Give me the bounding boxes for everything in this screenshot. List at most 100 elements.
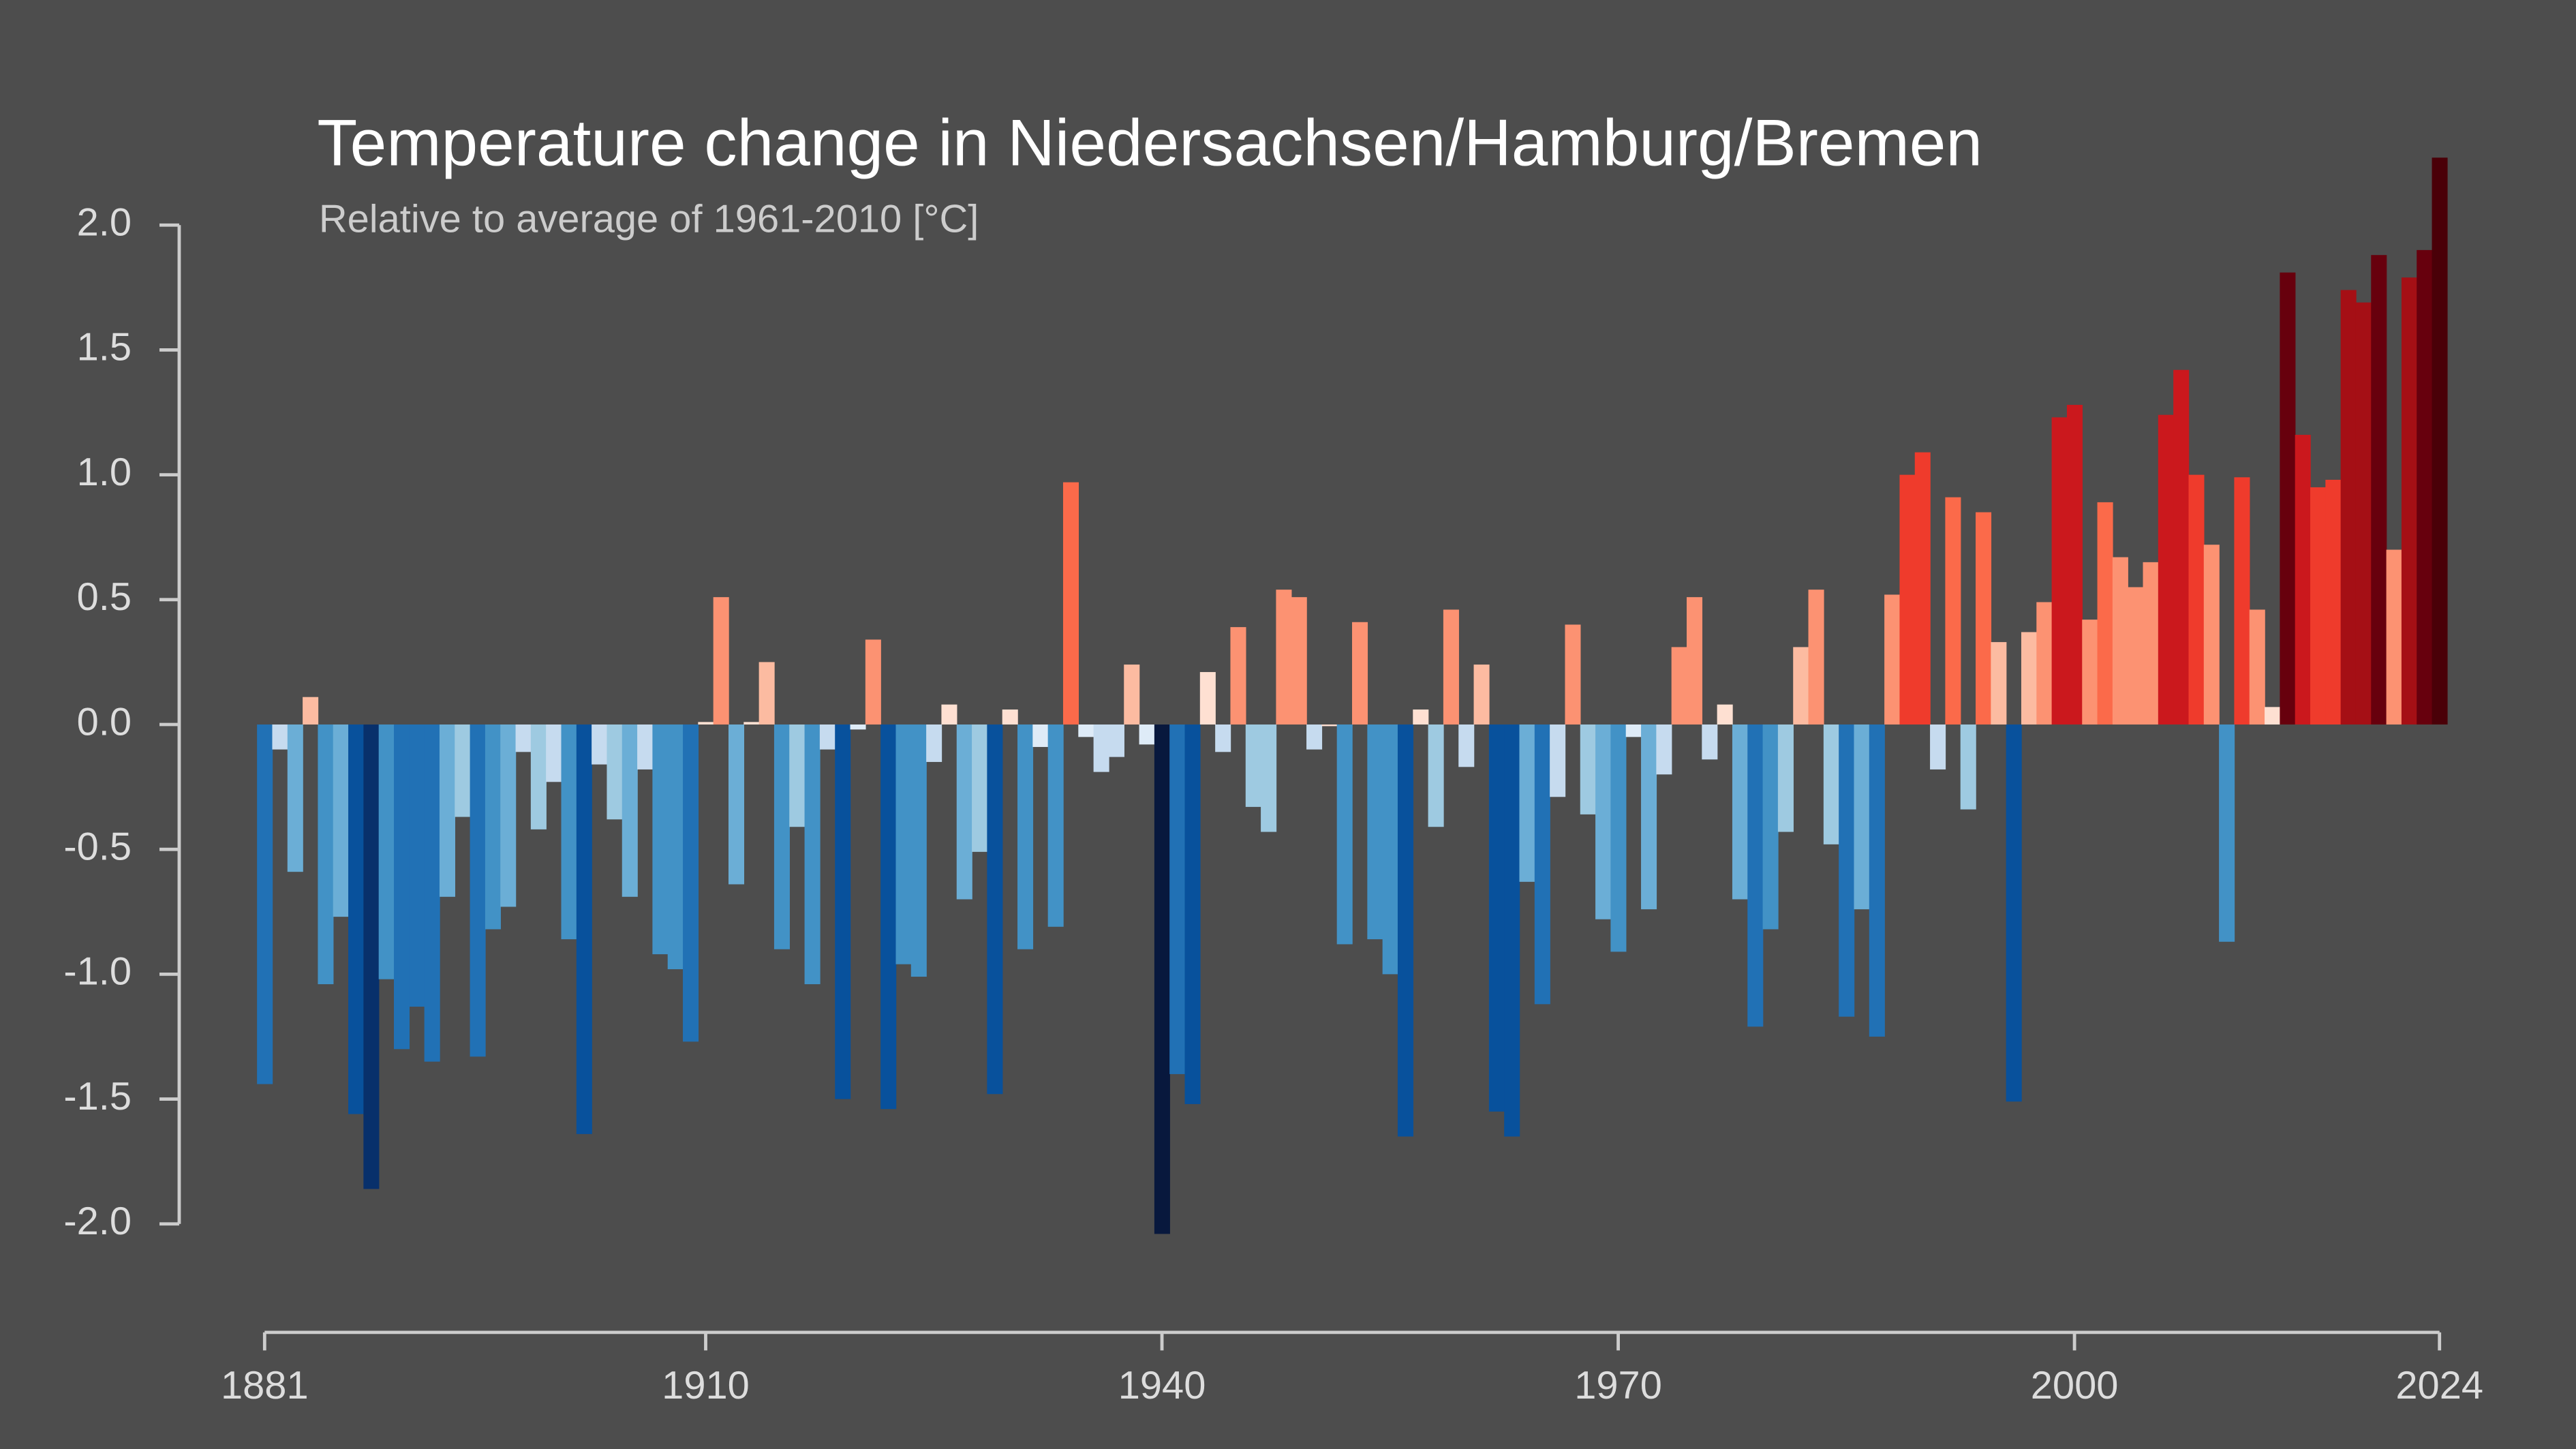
bar [1413, 710, 1429, 724]
bar [363, 724, 380, 1189]
bar [2355, 302, 2372, 725]
bar [2203, 545, 2220, 724]
bar [1625, 724, 1642, 737]
bar [2432, 157, 2448, 725]
y-tick-label: -1.0 [63, 950, 132, 994]
bar [941, 704, 957, 724]
bar [1991, 642, 2007, 724]
bar [926, 724, 942, 762]
bar [1534, 724, 1550, 1005]
bar [1914, 452, 1931, 724]
bar [910, 724, 927, 977]
bar [773, 724, 790, 949]
bar [956, 724, 972, 900]
bar [1550, 724, 1566, 797]
bar [439, 724, 455, 897]
bar [2173, 369, 2190, 724]
bar [2265, 707, 2281, 724]
bar [1565, 624, 1581, 724]
bar [2051, 417, 2068, 724]
bar [1899, 474, 1916, 724]
x-tick-label: 1970 [1574, 1364, 1662, 1407]
bar [1306, 724, 1323, 750]
bar [758, 662, 775, 724]
bar [2036, 602, 2053, 724]
bar [1717, 704, 1733, 724]
bar [272, 724, 288, 750]
bar [1458, 724, 1475, 767]
bar [1808, 590, 1824, 724]
bar [1093, 724, 1109, 772]
bar [1321, 724, 1338, 727]
bar [1062, 482, 1079, 724]
bar [819, 724, 835, 750]
bar [728, 724, 745, 885]
bar [1884, 594, 1901, 724]
bar [2386, 549, 2402, 724]
bar [2158, 414, 2174, 724]
bar [470, 724, 486, 1057]
bar [1839, 724, 1855, 1017]
bar [1960, 724, 1976, 810]
y-tick-label: -0.5 [63, 825, 132, 868]
bar [1261, 724, 1277, 832]
bar [1397, 724, 1414, 1137]
bar [2234, 477, 2250, 724]
bar [1793, 647, 1809, 724]
bar [303, 697, 319, 724]
bar [743, 722, 760, 724]
bar [789, 724, 806, 827]
bar [1245, 724, 1261, 807]
y-tick-label: 0.0 [77, 700, 132, 744]
x-tick-label: 1910 [662, 1364, 750, 1407]
bar [1215, 724, 1231, 752]
bar [2066, 405, 2083, 724]
bar [2401, 277, 2417, 724]
y-tick-label: 0.5 [77, 575, 132, 619]
bar [1002, 710, 1018, 724]
x-tick-label: 2024 [2395, 1364, 2483, 1407]
bar [1291, 597, 1307, 724]
bar [1610, 724, 1627, 952]
bar [850, 724, 866, 730]
bar [1671, 647, 1687, 724]
bar [333, 724, 349, 917]
bar [2340, 290, 2357, 724]
bar [2417, 249, 2433, 724]
bar [1519, 724, 1535, 882]
bar [318, 724, 334, 985]
bar [1017, 724, 1034, 949]
bar [1473, 665, 1490, 724]
bar [1230, 627, 1246, 724]
bar [424, 724, 440, 1062]
bar [1854, 724, 1870, 910]
chart-subtitle: Relative to average of 1961-2010 [°C] [319, 198, 979, 241]
bar [1443, 609, 1459, 724]
bar [1656, 724, 1672, 775]
bar [1382, 724, 1398, 975]
y-tick-label: 1.0 [77, 451, 132, 494]
bar [378, 724, 395, 979]
bar [835, 724, 851, 1099]
bar [530, 724, 547, 829]
y-tick-label: 2.0 [77, 201, 132, 245]
bar [2219, 724, 2235, 942]
bar [2128, 587, 2144, 724]
bar [592, 724, 608, 765]
bar [1139, 724, 1155, 745]
bar [348, 724, 365, 1114]
bar [1428, 724, 1444, 827]
bar [2371, 255, 2387, 724]
bar [2097, 502, 2113, 724]
bar [1595, 724, 1612, 919]
bar [1032, 724, 1049, 747]
bar [652, 724, 669, 955]
bar [1124, 665, 1140, 724]
bar [1702, 724, 1718, 760]
bar [1367, 724, 1383, 940]
bar [895, 724, 912, 964]
bar [1352, 622, 1368, 724]
bar [1976, 512, 1992, 724]
bar [2249, 609, 2265, 724]
